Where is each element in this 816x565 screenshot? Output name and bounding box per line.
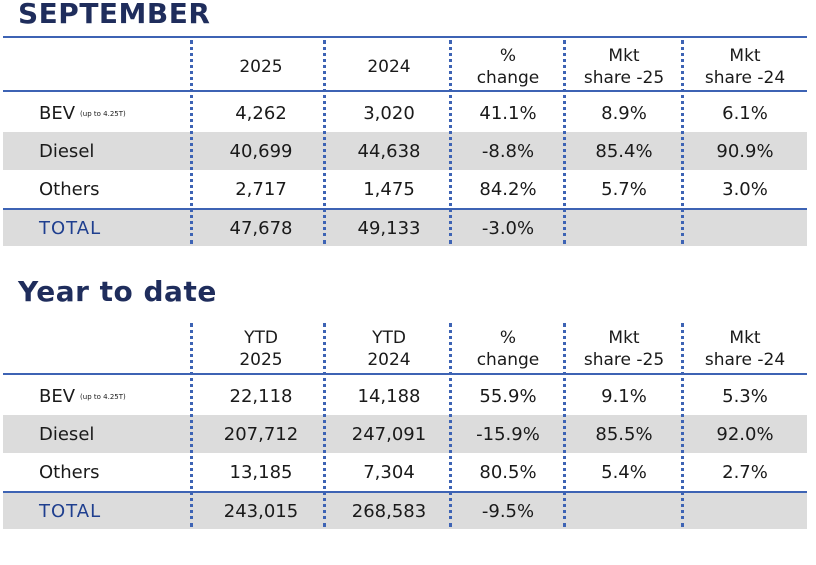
column-divider xyxy=(563,323,566,527)
cell-2024: 44,638 xyxy=(357,140,421,162)
row-label: BEV (up to 4.25T) xyxy=(39,385,126,407)
row-label: Others xyxy=(39,178,100,200)
header-row: YTD 2025 YTD 2024 % change Mkt share -25 Mkt… xyxy=(3,319,807,375)
cell-share-24: 6.1% xyxy=(722,102,768,124)
cell-2024: 3,020 xyxy=(363,102,415,124)
table-row-diesel: Diesel 40,699 44,638 -8.8% 85.4% 90.9% xyxy=(3,132,807,170)
column-header-share-25: Mkt share -25 xyxy=(583,46,665,88)
cell-share-24 xyxy=(683,210,807,246)
cell-ytd-2024: 14,188 xyxy=(357,385,421,407)
column-divider xyxy=(681,323,684,527)
row-label: Diesel xyxy=(39,423,95,445)
cell-ytd-2025: 22,118 xyxy=(229,385,293,407)
cell-share-25: 85.5% xyxy=(595,423,653,445)
cell-share-24: 2.7% xyxy=(722,461,768,483)
cell-2025: 40,699 xyxy=(229,140,293,162)
row-label: TOTAL xyxy=(39,217,102,239)
column-divider xyxy=(190,323,193,527)
cell-change: -8.8% xyxy=(481,140,535,162)
table-row-total: TOTAL 243,015 268,583 -9.5% xyxy=(3,491,807,529)
cell-ytd-2024: 268,583 xyxy=(351,500,427,522)
cell-ytd-2024: 247,091 xyxy=(351,423,427,445)
cell-share-25 xyxy=(565,493,683,529)
cell-change: 55.9% xyxy=(479,385,537,407)
cell-share-24 xyxy=(683,493,807,529)
column-header-share-25: Mkt share -25 xyxy=(583,328,665,370)
cell-2024: 1,475 xyxy=(363,178,415,200)
column-header-2024: 2024 xyxy=(367,57,411,77)
row-label: TOTAL xyxy=(39,500,102,522)
header-row: 2025 2024 % change Mkt share -25 Mkt share … xyxy=(3,36,807,92)
cell-share-24: 90.9% xyxy=(716,140,774,162)
table-row-bev: BEV (up to 4.25T) 22,118 14,188 55.9% 9.1… xyxy=(3,377,807,415)
column-divider xyxy=(323,323,326,527)
cell-2025: 2,717 xyxy=(235,178,287,200)
cell-change: -3.0% xyxy=(481,217,535,239)
cell-ytd-2025: 207,712 xyxy=(223,423,299,445)
column-divider xyxy=(563,40,566,244)
table-row-bev: BEV (up to 4.25T) 4,262 3,020 41.1% 8.9% … xyxy=(3,94,807,132)
cell-ytd-2025: 243,015 xyxy=(223,500,299,522)
cell-ytd-2024: 7,304 xyxy=(363,461,415,483)
table-row-total: TOTAL 47,678 49,133 -3.0% xyxy=(3,208,807,246)
year-to-date-title: Year to date xyxy=(18,275,217,308)
column-header-share-24: Mkt share -24 xyxy=(704,46,786,88)
column-header-ytd-2024: YTD 2024 xyxy=(367,328,411,370)
cell-2025: 4,262 xyxy=(235,102,287,124)
cell-change: 41.1% xyxy=(479,102,537,124)
cell-change: 80.5% xyxy=(479,461,537,483)
cell-share-24: 92.0% xyxy=(716,423,774,445)
cell-share-25: 5.4% xyxy=(601,461,647,483)
column-divider xyxy=(323,40,326,244)
cell-share-25 xyxy=(565,210,683,246)
column-divider xyxy=(681,40,684,244)
table-row-diesel: Diesel 207,712 247,091 -15.9% 85.5% 92.0… xyxy=(3,415,807,453)
september-title: SEPTEMBER xyxy=(18,0,211,30)
column-divider xyxy=(449,40,452,244)
column-divider xyxy=(190,40,193,244)
column-header-share-24: Mkt share -24 xyxy=(704,328,786,370)
cell-ytd-2025: 13,185 xyxy=(229,461,293,483)
cell-2025: 47,678 xyxy=(229,217,293,239)
column-header-2025: 2025 xyxy=(239,57,283,77)
table-row-others: Others 2,717 1,475 84.2% 5.7% 3.0% xyxy=(3,170,807,208)
cell-share-24: 3.0% xyxy=(722,178,768,200)
row-label: Others xyxy=(39,461,100,483)
column-header-change: % change xyxy=(476,328,540,370)
column-divider xyxy=(449,323,452,527)
row-label: Diesel xyxy=(39,140,95,162)
column-header-change: % change xyxy=(476,46,540,88)
cell-share-25: 8.9% xyxy=(601,102,647,124)
cell-share-25: 5.7% xyxy=(601,178,647,200)
cell-2024: 49,133 xyxy=(357,217,421,239)
table-row-others: Others 13,185 7,304 80.5% 5.4% 2.7% xyxy=(3,453,807,491)
cell-change: 84.2% xyxy=(479,178,537,200)
cell-share-25: 85.4% xyxy=(595,140,653,162)
row-label: BEV (up to 4.25T) xyxy=(39,102,126,124)
cell-change: -15.9% xyxy=(476,423,540,445)
cell-change: -9.5% xyxy=(481,500,535,522)
column-header-ytd-2025: YTD 2025 xyxy=(239,328,283,370)
cell-share-24: 5.3% xyxy=(722,385,768,407)
cell-share-25: 9.1% xyxy=(601,385,647,407)
